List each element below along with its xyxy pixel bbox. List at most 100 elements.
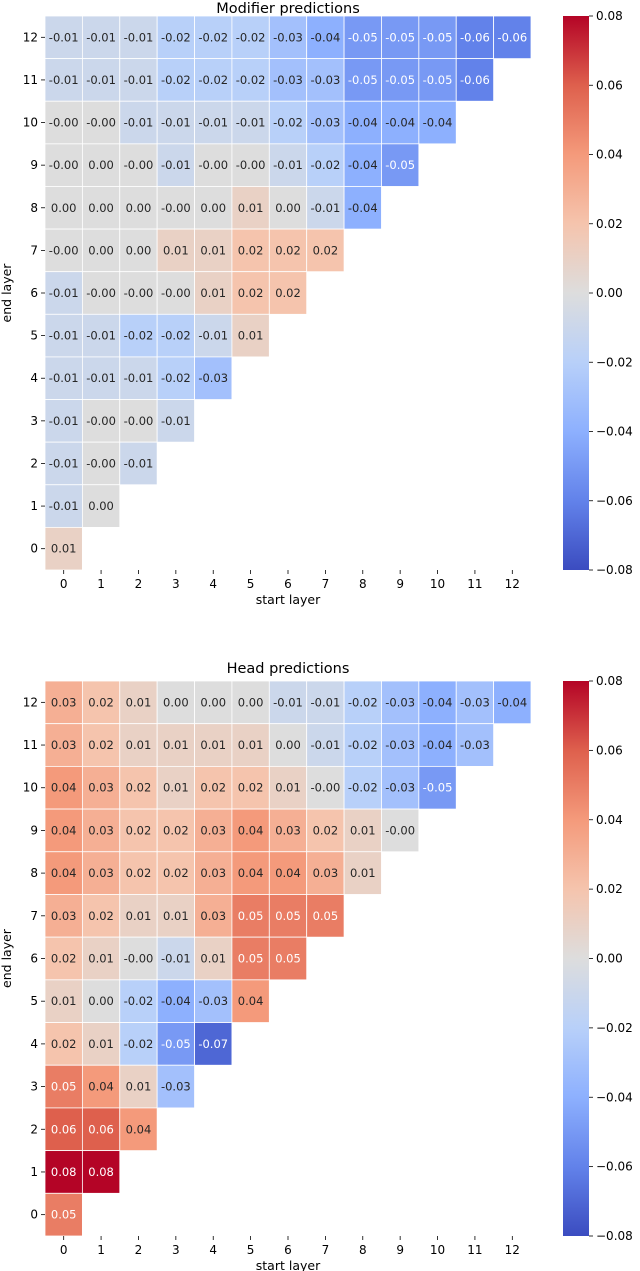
heatmap-cell xyxy=(156,228,195,273)
cell-label: -0.04 xyxy=(423,695,453,709)
cell-label: 0.01 xyxy=(238,329,264,343)
x-tick-label: 2 xyxy=(135,1243,143,1257)
cell-label: 0.04 xyxy=(238,866,264,880)
y-tick-label: 11 xyxy=(23,73,38,87)
y-tick-label: 6 xyxy=(30,952,38,966)
heatmap-cell xyxy=(381,765,420,810)
cell-label: 0.03 xyxy=(88,866,114,880)
heatmap-cell xyxy=(119,186,158,230)
cell-label: -0.03 xyxy=(198,994,228,1008)
cell-label: 0.01 xyxy=(163,909,189,923)
heatmap-cell xyxy=(343,851,382,895)
cell-label: 0.02 xyxy=(275,286,301,300)
cell-label: 0.02 xyxy=(313,243,339,257)
cell-label: 0.05 xyxy=(313,909,339,923)
cell-label: 0.01 xyxy=(126,738,152,752)
cell-label: -0.00 xyxy=(124,414,154,428)
heatmap-cell xyxy=(306,228,345,273)
heatmap-cell xyxy=(44,1192,83,1237)
heatmap-cell xyxy=(81,723,121,767)
cell-label: 0.01 xyxy=(238,738,264,752)
heatmap-cell xyxy=(81,100,121,145)
cell-label: -0.00 xyxy=(86,456,116,470)
heatmap-cell xyxy=(81,1022,121,1066)
y-tick-label: 7 xyxy=(30,243,38,257)
cell-label: 0.00 xyxy=(88,158,114,172)
y-tick-label: 3 xyxy=(30,414,38,428)
cell-label: -0.02 xyxy=(236,30,266,44)
y-tick-label: 1 xyxy=(30,1165,38,1179)
heatmap-cell xyxy=(44,1022,83,1066)
heatmap-cell xyxy=(119,313,158,358)
cell-label: 0.01 xyxy=(163,243,189,257)
y-tick-label: 3 xyxy=(30,1080,38,1094)
heatmap-cell xyxy=(455,723,495,767)
x-tick-label: 2 xyxy=(135,577,143,591)
y-tick-label: 12 xyxy=(23,695,38,709)
x-tick-label: 9 xyxy=(396,577,404,591)
cell-label: 0.00 xyxy=(126,201,152,215)
colorbar-tick-label: 0.00 xyxy=(596,286,623,300)
heatmap-cell xyxy=(343,58,382,102)
heatmap-cell xyxy=(119,441,158,486)
cell-label: -0.01 xyxy=(49,286,79,300)
heatmap-cell xyxy=(156,313,195,358)
heatmap-cell xyxy=(306,894,345,938)
heatmap-cell xyxy=(44,894,83,938)
heatmap-cell xyxy=(119,723,158,767)
x-tick-label: 1 xyxy=(97,577,105,591)
heatmap-cell xyxy=(44,1064,83,1109)
colorbar-tick-label: 0.02 xyxy=(596,217,623,231)
heatmap-cell xyxy=(44,58,83,102)
heatmap-cell xyxy=(119,979,158,1023)
heatmap-cell xyxy=(119,271,158,315)
cell-label: 0.04 xyxy=(51,823,77,837)
cell-label: -0.03 xyxy=(460,738,490,752)
heatmap-cell xyxy=(81,356,121,400)
heatmap-cell xyxy=(119,399,158,443)
cell-label: -0.00 xyxy=(161,286,191,300)
cell-label: 0.01 xyxy=(163,781,189,795)
cell-label: -0.05 xyxy=(423,30,453,44)
cell-label: -0.01 xyxy=(198,329,228,343)
cell-label: -0.04 xyxy=(423,116,453,130)
cell-label: -0.01 xyxy=(49,456,79,470)
colorbar-tick-label: −0.06 xyxy=(596,494,633,508)
heatmap-cell xyxy=(306,851,345,895)
cell-label: 0.01 xyxy=(200,286,226,300)
heatmap-cell xyxy=(194,356,233,400)
heatmap-cell xyxy=(268,58,308,102)
cell-label: -0.01 xyxy=(273,695,303,709)
cell-label: 0.01 xyxy=(238,201,264,215)
heatmap-cell xyxy=(418,765,457,810)
cell-label: 0.01 xyxy=(51,994,77,1008)
x-tick-label: 10 xyxy=(430,1243,445,1257)
heatmap-cell xyxy=(119,894,158,938)
cell-label: 0.00 xyxy=(88,243,114,257)
cell-label: 0.02 xyxy=(88,738,114,752)
cell-label: 0.05 xyxy=(275,952,301,966)
colorbar-tick-label: 0.08 xyxy=(596,674,623,688)
heatmap-cell xyxy=(194,271,233,315)
cell-label: 0.03 xyxy=(200,909,226,923)
heatmap-cell xyxy=(231,936,270,981)
heatmap-cell xyxy=(81,894,121,938)
heatmap-cell xyxy=(455,15,495,60)
heatmap-cell xyxy=(81,680,121,725)
cell-label: -0.01 xyxy=(49,371,79,385)
y-tick-label: 12 xyxy=(23,30,38,44)
cell-label: -0.03 xyxy=(273,73,303,87)
cell-label: -0.01 xyxy=(161,952,191,966)
x-tick-label: 5 xyxy=(247,1243,255,1257)
x-tick-label: 1 xyxy=(97,1243,105,1257)
heatmap-cell xyxy=(493,15,532,60)
colorbar xyxy=(563,16,589,570)
heatmap-cell xyxy=(194,1022,233,1066)
cell-label: 0.04 xyxy=(51,781,77,795)
cell-label: -0.04 xyxy=(311,30,341,44)
heatmap-cell xyxy=(381,58,420,102)
x-axis-label: start layer xyxy=(256,1258,321,1271)
cell-label: -0.01 xyxy=(273,158,303,172)
x-tick-label: 12 xyxy=(505,1243,520,1257)
heatmap-cell xyxy=(194,851,233,895)
